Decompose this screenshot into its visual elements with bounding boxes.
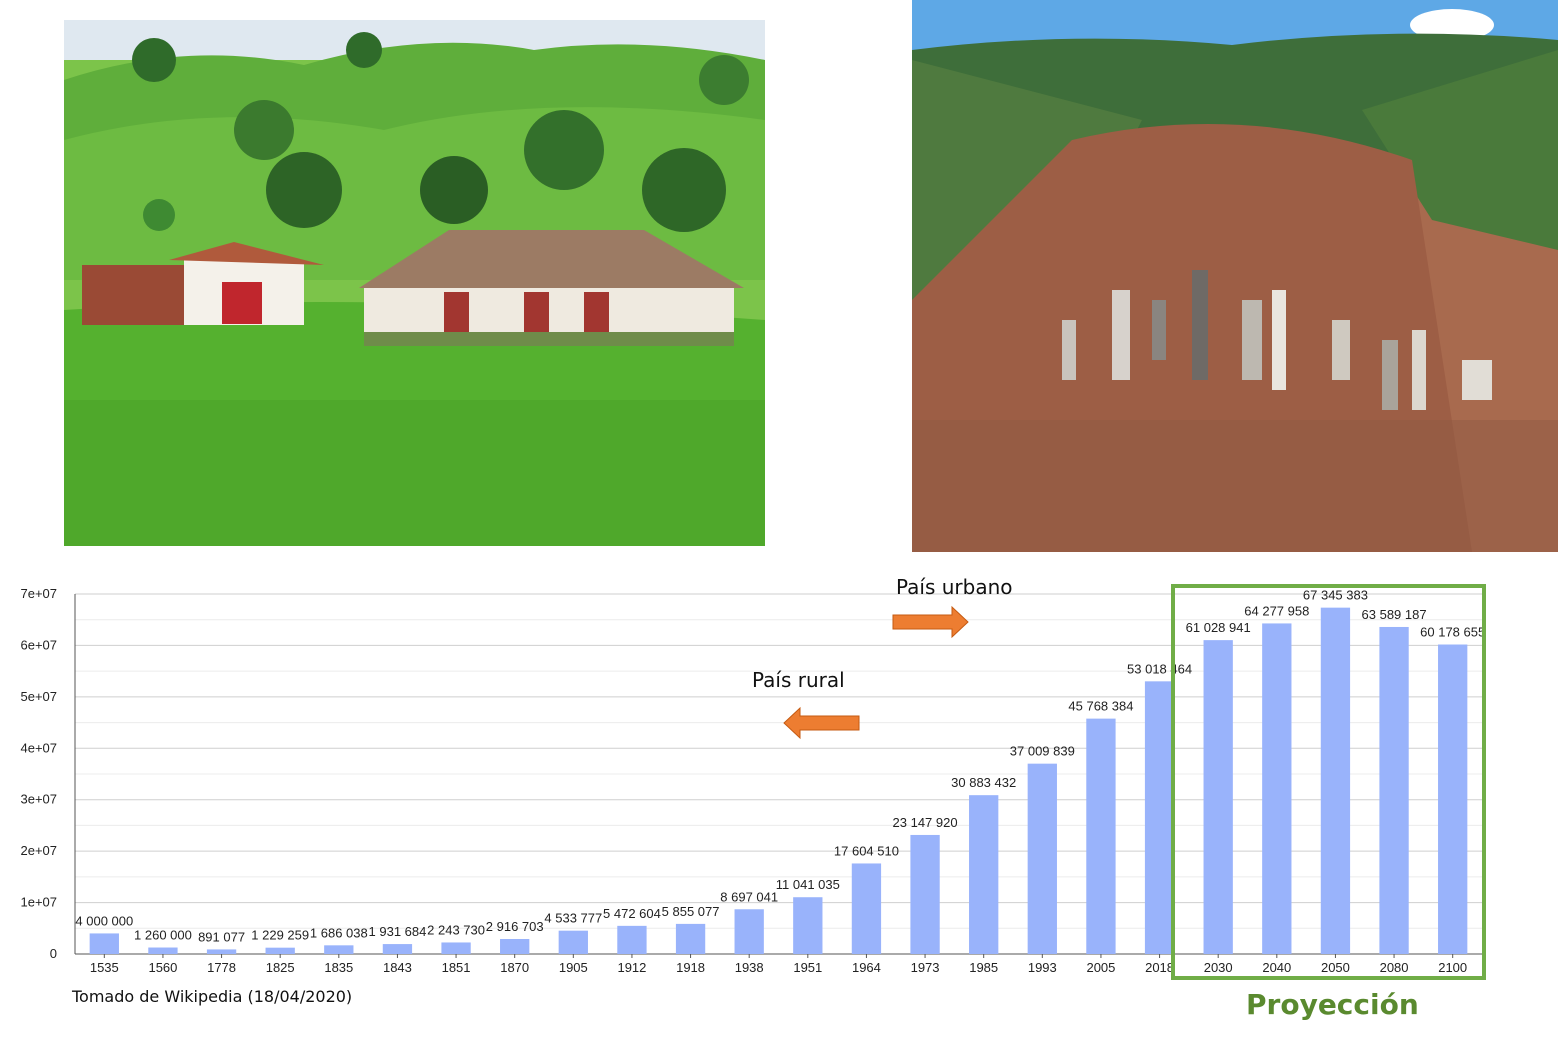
x-tick-label-1951: 1951 [793,960,822,975]
bar-1912 [617,925,647,954]
data-label-1912: 5 472 604 [603,906,661,921]
x-tick-label-2005: 2005 [1086,960,1115,975]
data-label-1993: 37 009 839 [1010,744,1075,759]
bar-1535 [89,933,119,954]
y-tick-label: 7e+07 [20,586,57,601]
x-tick-label-1835: 1835 [324,960,353,975]
city-aerial-photo [912,0,1558,552]
bar-1964 [851,863,882,954]
data-label-2040: 64 277 958 [1244,603,1309,618]
x-tick-label-1905: 1905 [559,960,588,975]
x-tick-label-2080: 2080 [1380,960,1409,975]
x-tick-label-1912: 1912 [617,960,646,975]
arrow-right-icon [892,605,969,639]
chart-bars [89,607,1468,954]
bar-1993 [1027,763,1057,954]
data-label-1560: 1 260 000 [134,928,192,943]
bar-2080 [1379,626,1409,954]
y-tick-label: 0 [50,946,57,961]
x-tick-label-1870: 1870 [500,960,529,975]
bar-1825 [265,947,295,954]
x-tick-label-1535: 1535 [90,960,119,975]
arrow-left-icon [783,706,860,740]
bar-2018 [1144,681,1175,954]
data-label-1851: 2 243 730 [427,922,485,937]
bar-2005 [1086,718,1116,954]
x-tick-label-2100: 2100 [1438,960,1467,975]
data-label-2100: 60 178 655 [1420,625,1485,640]
y-tick-label: 6e+07 [20,637,57,652]
x-tick-label-1964: 1964 [852,960,881,975]
data-label-1973: 23 147 920 [893,815,958,830]
data-label-1825: 1 229 259 [251,928,309,943]
x-tick-label-1560: 1560 [148,960,177,975]
bar-1835 [324,945,354,954]
y-tick-label: 2e+07 [20,843,57,858]
y-tick-label: 1e+07 [20,895,57,910]
x-tick-label-1993: 1993 [1028,960,1057,975]
population-bar-chart: 0 1e+07 2e+07 3e+07 4e+07 5e+07 6e+07 7e+07 4 0… [20,575,1486,980]
data-label-1938: 8 697 041 [720,889,778,904]
rural-landscape-photo [64,20,765,546]
rural-landscape-image [64,20,765,546]
data-label-1835: 1 686 038 [310,925,368,940]
city-aerial-image [912,0,1558,552]
x-tick-label-1973: 1973 [911,960,940,975]
data-label-2030: 61 028 941 [1186,620,1251,635]
x-tick-label-2018: 2018 [1145,960,1174,975]
y-tick-label: 4e+07 [20,740,57,755]
data-label-1870: 2 916 703 [486,919,544,934]
bar-2040 [1262,623,1292,954]
bar-1918 [675,923,706,954]
bar-1985 [969,795,999,954]
data-label-1843: 1 931 684 [369,924,427,939]
bar-2050 [1320,607,1351,954]
bar-1851 [441,942,471,954]
bar-2030 [1203,640,1233,954]
data-label-2050: 67 345 383 [1303,588,1368,603]
data-label-2005: 45 768 384 [1068,699,1133,714]
x-tick-label-1851: 1851 [442,960,471,975]
bar-1778 [206,949,237,954]
projection-label: Proyección [1246,988,1419,1021]
data-label-1778: 891 077 [198,929,245,944]
data-label-2018: 53 018 464 [1127,661,1192,676]
urban-annotation: País urbano [896,575,1013,599]
data-label-1535: 4 000 000 [75,913,133,928]
y-axis-ticks: 0 1e+07 2e+07 3e+07 4e+07 5e+07 6e+07 7e+07 [20,586,57,961]
x-tick-label-1825: 1825 [266,960,295,975]
x-axis-ticks: 1535 1560 1778 1825 1835 1843 1851 1870 1905 1912… [90,954,1467,975]
x-tick-label-1778: 1778 [207,960,236,975]
bar-2100 [1438,644,1468,954]
bar-1951 [793,897,823,954]
x-tick-label-1938: 1938 [735,960,764,975]
y-tick-label: 3e+07 [20,792,57,807]
bar-1938 [734,909,764,954]
x-tick-label-2030: 2030 [1204,960,1233,975]
bar-1905 [558,930,588,954]
x-tick-label-1985: 1985 [969,960,998,975]
bar-1843 [382,944,413,954]
bar-1973 [910,834,940,954]
data-label-1905: 4 533 777 [544,911,602,926]
source-note: Tomado de Wikipedia (18/04/2020) [72,987,353,1006]
data-label-1951: 11 041 035 [776,877,840,892]
chart-axes [74,594,1482,955]
projection-highlight-box [1171,584,1486,980]
data-label-2080: 63 589 187 [1362,607,1427,622]
rural-annotation: País rural [752,668,845,692]
bar-1560 [148,947,178,954]
x-tick-label-2050: 2050 [1321,960,1350,975]
x-tick-label-2040: 2040 [1262,960,1291,975]
y-tick-label: 5e+07 [20,689,57,704]
data-label-1964: 17 604 510 [834,843,899,858]
data-label-1918: 5 855 077 [662,904,720,919]
x-tick-label-1918: 1918 [676,960,705,975]
bar-1870 [500,938,530,954]
x-tick-label-1843: 1843 [383,960,412,975]
data-label-1985: 30 883 432 [951,775,1016,790]
